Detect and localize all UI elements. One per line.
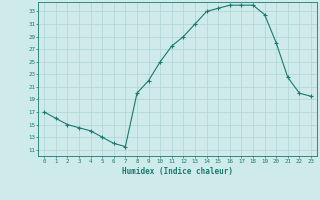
X-axis label: Humidex (Indice chaleur): Humidex (Indice chaleur) — [122, 167, 233, 176]
